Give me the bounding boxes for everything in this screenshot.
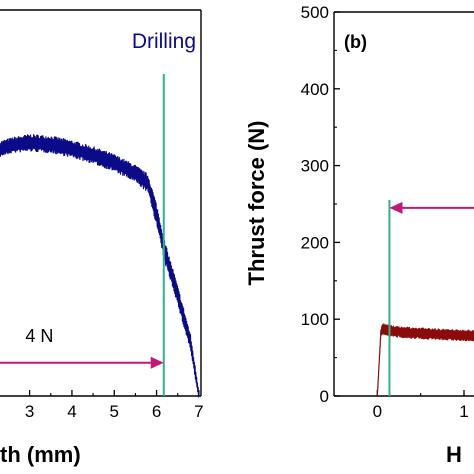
x-tick-label: 5: [110, 402, 119, 421]
x-tick-label: 0: [373, 402, 382, 421]
panel-b-x-axis-title: H: [446, 442, 462, 467]
panel-a-x-axis-title: th (mm): [0, 442, 81, 467]
series-band-b: [376, 323, 474, 397]
y-tick-label: 200: [301, 233, 329, 252]
chart-title: Drilling: [132, 30, 196, 53]
panel-b-y-ticks: 0 100 200 300 400 500: [301, 3, 340, 406]
x-tick-label: 4: [67, 402, 76, 421]
panel-a-annotation: 4 N: [25, 326, 53, 346]
panel-a-arrowhead: [150, 356, 164, 369]
x-tick-label: 6: [152, 402, 161, 421]
y-tick-label: 0: [320, 387, 329, 406]
panel-a-x-ticks: 3 4 5 6 7: [25, 390, 204, 421]
panel-a-frame: [0, 9, 202, 397]
y-tick-label: 300: [301, 157, 329, 176]
drilling-series-band: [0, 134, 200, 398]
x-tick-label: 1: [459, 402, 468, 421]
x-tick-label: 3: [25, 402, 34, 421]
panel-b-label: (b): [344, 32, 367, 52]
panel-b-arrowhead: [389, 201, 403, 214]
y-tick-label: 400: [301, 80, 329, 99]
x-tick-label: 7: [194, 402, 203, 421]
panel-a-plot: 3 4 5 6 7 Drilling 4 N th (mm): [0, 9, 204, 467]
panel-b-y-axis-title: Thrust force (N): [244, 121, 269, 286]
y-tick-label: 100: [301, 310, 329, 329]
y-tick-label: 500: [301, 3, 329, 22]
